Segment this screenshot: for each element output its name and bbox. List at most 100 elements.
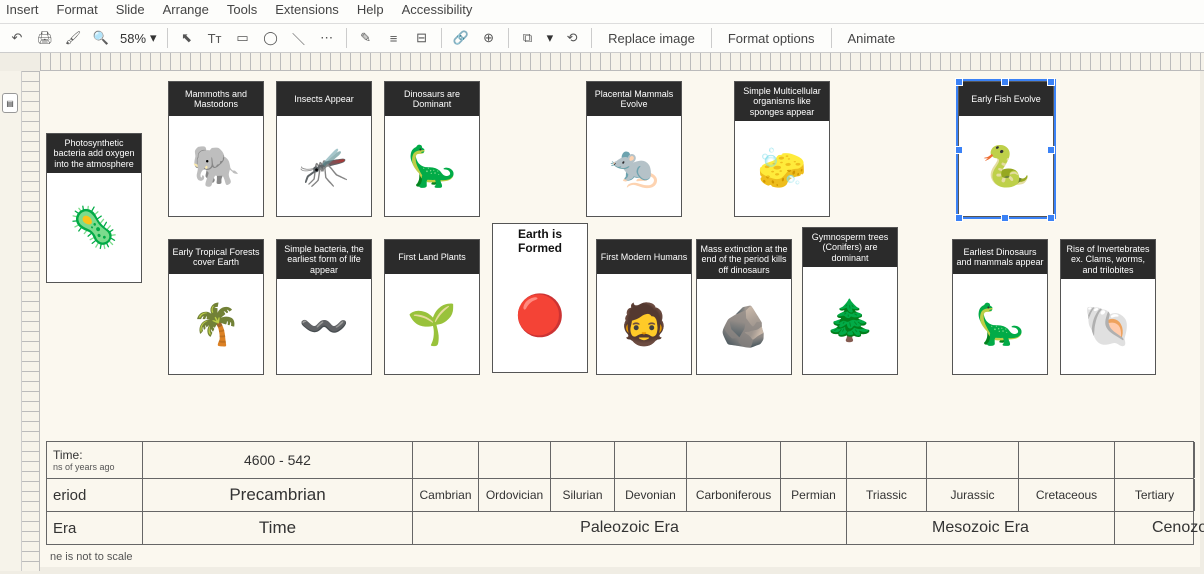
event-card-earth-formed[interactable]: Earth is Formed🔴 [492, 223, 588, 373]
menu-item-format[interactable]: Format [57, 2, 98, 17]
time-cell-carboniferous [687, 442, 781, 478]
event-card-photosynthetic[interactable]: Photosynthetic bacteria add oxygen into … [46, 133, 142, 283]
card-header: Earliest Dinosaurs and mammals appear [953, 240, 1047, 274]
event-card-modern-humans[interactable]: First Modern Humans🧔 [596, 239, 692, 375]
event-card-mass-ext[interactable]: Mass extinction at the end of the period… [696, 239, 792, 375]
timeline-header-time: Time: ns of years ago [47, 442, 143, 478]
chevron-down-icon[interactable]: ▾ [547, 30, 554, 46]
menu-item-slide[interactable]: Slide [116, 2, 145, 17]
card-header: Insects Appear [277, 82, 371, 116]
time-cell-devonian [615, 442, 687, 478]
event-card-invertebrates[interactable]: Rise of Invertebrates ex. Clams, worms, … [1060, 239, 1156, 375]
reset-icon[interactable]: ⟲ [563, 29, 581, 47]
card-header: First Modern Humans [597, 240, 691, 274]
card-header: Gymnosperm trees (Conifers) are dominant [803, 228, 897, 267]
timeline-row-period: eriod PrecambrianCambrianOrdovicianSilur… [47, 478, 1193, 511]
card-icon: 🦕 [953, 274, 1047, 374]
event-card-tropical[interactable]: Early Tropical Forests cover Earth🌴 [168, 239, 264, 375]
card-header: Placental Mammals Evolve [587, 82, 681, 116]
card-header: Early Tropical Forests cover Earth [169, 240, 263, 274]
menu-item-arrange[interactable]: Arrange [163, 2, 209, 17]
period-cell-cambrian: Cambrian [413, 479, 479, 511]
era-label: Era [53, 520, 136, 537]
era-precambrian-time: Time [143, 512, 413, 544]
period-cell-quaternary: Quaternary [1195, 479, 1204, 511]
print-icon[interactable]: 🖨 [36, 29, 54, 47]
timeline-header-period: eriod [47, 479, 143, 511]
zoom-value: 58% [120, 31, 146, 46]
event-card-multicellular[interactable]: Simple Multicellular organisms like spon… [734, 81, 830, 217]
pen-icon[interactable]: ✎ [357, 29, 375, 47]
menu-item-tools[interactable]: Tools [227, 2, 257, 17]
separator [711, 28, 712, 48]
more-icon[interactable]: ⋯ [318, 29, 336, 47]
separator [441, 28, 442, 48]
event-card-mammoths[interactable]: Mammoths and Mastodons🐘 [168, 81, 264, 217]
period-cell-jurassic: Jurassic [927, 479, 1019, 511]
animate-button[interactable]: Animate [842, 29, 902, 48]
zoom-level[interactable]: 58% ▾ [120, 30, 157, 46]
card-header: First Land Plants [385, 240, 479, 274]
event-card-simple-bacteria[interactable]: Simple bacteria, the earliest form of li… [276, 239, 372, 375]
selection-handle[interactable] [1001, 78, 1009, 86]
selection-handle[interactable] [1047, 146, 1055, 154]
textbox-icon[interactable]: Tᴛ [206, 29, 224, 47]
comment-icon[interactable]: ⊕ [480, 29, 498, 47]
event-card-placental[interactable]: Placental Mammals Evolve🐀 [586, 81, 682, 217]
ruler-horizontal [40, 53, 1204, 71]
card-header: Mammoths and Mastodons [169, 82, 263, 116]
period-cell-silurian: Silurian [551, 479, 615, 511]
menu-item-accessibility[interactable]: Accessibility [402, 2, 473, 17]
card-icon: 🌴 [169, 274, 263, 374]
replace-image-button[interactable]: Replace image [602, 29, 701, 48]
format-options-button[interactable]: Format options [722, 29, 821, 48]
card-header: Mass extinction at the end of the period… [697, 240, 791, 279]
card-header: Rise of Invertebrates ex. Clams, worms, … [1061, 240, 1155, 279]
selection-handle[interactable] [955, 146, 963, 154]
card-icon: 🔴 [493, 260, 587, 372]
event-card-early-fish[interactable]: Early Fish Evolve🐍 [958, 81, 1054, 217]
paint-format-icon[interactable]: 🖌 [64, 29, 82, 47]
card-icon: 🐚 [1061, 279, 1155, 374]
image-icon[interactable]: ▭ [234, 29, 252, 47]
timeline-table[interactable]: Time: ns of years ago 4600 - 542 eriod P… [46, 441, 1194, 545]
undo-icon[interactable]: ↶ [8, 29, 26, 47]
timeline-header-era: Era [47, 512, 143, 544]
card-icon: 🐍 [959, 116, 1053, 216]
shape-icon[interactable]: ◯ [262, 29, 280, 47]
zoom-icon[interactable]: 🔍 [92, 29, 110, 47]
event-card-insects[interactable]: Insects Appear🦟 [276, 81, 372, 217]
time-cell-silurian [551, 442, 615, 478]
cursor-icon[interactable]: ⬉ [178, 29, 196, 47]
list-icon[interactable]: ≡ [385, 29, 403, 47]
time-precambrian: 4600 - 542 [143, 442, 413, 478]
period-cell-carboniferous: Carboniferous [687, 479, 781, 511]
selection-handle[interactable] [955, 214, 963, 222]
footnote: ne is not to scale [50, 551, 133, 563]
event-card-dinos-dominant[interactable]: Dinosaurs are Dominant🦕 [384, 81, 480, 217]
slide-canvas[interactable]: Time: ns of years ago 4600 - 542 eriod P… [40, 71, 1200, 567]
slide-thumbnail[interactable]: ▤ [2, 93, 18, 113]
separator [591, 28, 592, 48]
event-card-land-plants[interactable]: First Land Plants🌱 [384, 239, 480, 375]
link-icon[interactable]: 🔗 [452, 29, 470, 47]
selection-handle[interactable] [1001, 214, 1009, 222]
menu-item-insert[interactable]: Insert [6, 2, 39, 17]
selection-handle[interactable] [1047, 78, 1055, 86]
timeline-row-time: Time: ns of years ago 4600 - 542 [47, 442, 1193, 478]
separator [167, 28, 168, 48]
event-card-gymnosperm[interactable]: Gymnosperm trees (Conifers) are dominant… [802, 227, 898, 375]
crop-icon[interactable]: ⧉ [519, 29, 537, 47]
menu-item-help[interactable]: Help [357, 2, 384, 17]
menu-item-extensions[interactable]: Extensions [275, 2, 339, 17]
align-icon[interactable]: ⊟ [413, 29, 431, 47]
canvas-area: ▤ Time: ns of years ago 4600 - 542 eriod… [0, 53, 1204, 571]
line-icon[interactable]: ＼ [290, 29, 308, 47]
card-icon: 🦟 [277, 116, 371, 216]
time-cell-tertiary [1115, 442, 1195, 478]
event-card-earliest-dinos[interactable]: Earliest Dinosaurs and mammals appear🦕 [952, 239, 1048, 375]
selection-handle[interactable] [1047, 214, 1055, 222]
selection-handle[interactable] [955, 78, 963, 86]
time-cell-cretaceous [1019, 442, 1115, 478]
period-precambrian: Precambrian [143, 479, 413, 511]
